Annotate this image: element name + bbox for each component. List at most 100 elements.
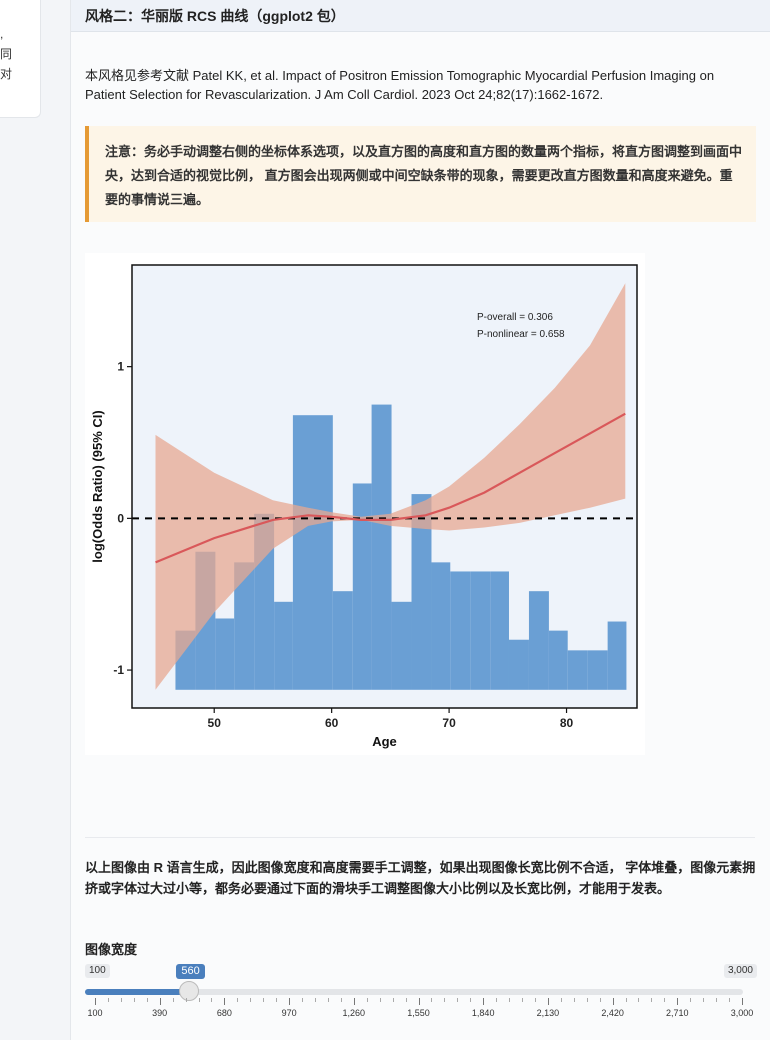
slider-minor-tick	[729, 998, 731, 1002]
slider-minor-tick	[198, 998, 200, 1002]
slider-major-tick	[418, 998, 420, 1005]
slider-tick-label: 1,260	[342, 1008, 366, 1018]
slider-minor-tick	[185, 998, 187, 1002]
slider-minor-tick	[327, 998, 329, 1002]
slider-minor-tick	[703, 998, 705, 1002]
slider-ticks: 100 390 680 970 1,260 1,550 1,840 2,130 2,420 2,7…	[85, 998, 757, 1028]
slider-max-label: 3,000	[723, 964, 757, 978]
slider-tick-label: 390	[152, 1008, 168, 1018]
x-tick-label: 70	[442, 716, 456, 730]
slider-minor-tick	[444, 998, 446, 1002]
histogram-bar	[450, 571, 471, 690]
rcs-curve	[155, 412, 626, 564]
section-header: 风格二：华丽版 RCS 曲线（ggplot2 包）	[71, 0, 770, 32]
slider-major-tick	[547, 998, 549, 1005]
y-tick-label: -1	[113, 663, 124, 677]
sidebar-text-line: ,	[0, 27, 4, 41]
histogram-bar	[508, 639, 529, 690]
slider-minor-tick	[120, 998, 122, 1002]
slider-tick-label: 3,000	[730, 1008, 754, 1018]
plot-frame	[131, 264, 638, 709]
warning-note-text: 注意：务必手动调整右侧的坐标体系选项，以及直方图的高度和直方图的数量两个指标，将…	[105, 144, 743, 207]
histogram-bar	[391, 601, 412, 690]
slider-minor-tick	[560, 998, 562, 1002]
confidence-ribbon	[155, 283, 626, 690]
p-value-annotation: P-nonlinear = 0.658	[477, 329, 565, 340]
slider-minor-tick	[690, 998, 692, 1002]
slider-tick-label: 100	[87, 1008, 103, 1018]
slider-major-tick	[677, 998, 679, 1005]
width-slider[interactable]: 100 560 3,000 100 390 680 970 1,260 1,550 1,84…	[85, 960, 757, 1030]
slider-minor-tick	[625, 998, 627, 1002]
slider-major-tick	[159, 998, 161, 1005]
x-tick-label: 60	[325, 716, 339, 730]
reference-text: 本风格见参考文献 Patel KK, et al. Impact of Posi…	[85, 68, 715, 102]
slider-tick-label: 2,710	[666, 1008, 689, 1018]
slider-tick-label: 1,840	[471, 1008, 495, 1018]
slider-minor-tick	[522, 998, 524, 1002]
rcs-chart-svg: 50 60 70 80 -1 0 1 Age log(Odds Ratio) (95% CI) P…	[90, 264, 638, 749]
slider-track[interactable]	[85, 989, 743, 995]
width-slider-label: 图像宽度	[85, 942, 138, 957]
slider-minor-tick	[340, 998, 342, 1002]
histogram-bar	[411, 494, 432, 690]
slider-minor-tick	[496, 998, 498, 1002]
slider-tick-label: 2,130	[536, 1008, 560, 1018]
main-panel: 风格二：华丽版 RCS 曲线（ggplot2 包） 本风格见参考文献 Patel…	[71, 0, 770, 1040]
slider-value-badge: 560	[176, 964, 205, 979]
slider-minor-tick	[509, 998, 511, 1002]
x-tick-label: 80	[560, 716, 574, 730]
slider-minor-tick	[250, 998, 252, 1002]
slider-minor-tick	[651, 998, 653, 1002]
slider-minor-tick	[107, 998, 109, 1002]
slider-minor-tick	[599, 998, 601, 1002]
histogram-bar	[490, 571, 509, 690]
slider-minor-tick	[470, 998, 472, 1002]
slider-handle[interactable]	[179, 981, 200, 1001]
x-tick-label: 50	[208, 716, 222, 730]
histogram-bar	[528, 591, 549, 690]
slider-minor-tick	[638, 998, 640, 1002]
x-axis-title: Age	[372, 734, 397, 749]
slider-major-tick	[483, 998, 485, 1005]
y-axis-title: log(Odds Ratio) (95% CI)	[90, 410, 105, 562]
histogram-bar	[234, 562, 255, 690]
histogram-bar	[274, 601, 293, 690]
slider-min-label: 100	[85, 964, 110, 978]
slider-tick-label: 1,550	[407, 1008, 430, 1018]
slider-major-tick	[95, 998, 96, 1005]
sidebar-fragment: , 同 对	[0, 0, 41, 118]
slider-tick-label: 680	[216, 1008, 232, 1018]
histogram-bar	[607, 621, 627, 690]
p-value-annotation: P-overall = 0.306	[477, 312, 553, 323]
slider-minor-tick	[379, 998, 381, 1002]
slider-tick-label: 970	[281, 1008, 297, 1018]
slider-minor-tick	[314, 998, 316, 1002]
slider-minor-tick	[457, 998, 459, 1002]
sidebar-text-line: 同	[0, 47, 13, 61]
histogram-bar	[371, 404, 392, 690]
slider-minor-tick	[664, 998, 666, 1002]
histogram-bar	[215, 618, 235, 690]
histogram-bar	[470, 571, 491, 690]
section-divider	[85, 837, 755, 838]
slider-major-tick	[224, 998, 226, 1005]
slider-minor-tick	[405, 998, 407, 1002]
histogram-bar	[587, 650, 608, 690]
slider-minor-tick	[586, 998, 588, 1002]
instruction-text: 以上图像由 R 语言生成，因此图像宽度和高度需要手工调整，如果出现图像长宽比例不…	[85, 860, 756, 896]
slider-minor-tick	[302, 998, 304, 1002]
sidebar-text-line: 对	[0, 67, 13, 81]
y-tick-label: 0	[117, 511, 124, 525]
slider-minor-tick	[146, 998, 148, 1002]
histogram-bar	[352, 483, 372, 690]
slider-tick-label: 2,420	[601, 1008, 624, 1018]
slider-major-tick	[742, 998, 743, 1005]
slider-minor-tick	[716, 998, 718, 1002]
histogram-bar	[292, 415, 333, 690]
slider-minor-tick	[237, 998, 239, 1002]
rcs-plot: 50 60 70 80 -1 0 1 Age log(Odds Ratio) (95% CI) P…	[85, 253, 645, 755]
slider-fill	[85, 989, 190, 995]
slider-minor-tick	[172, 998, 174, 1002]
panel-divider	[70, 0, 71, 1040]
